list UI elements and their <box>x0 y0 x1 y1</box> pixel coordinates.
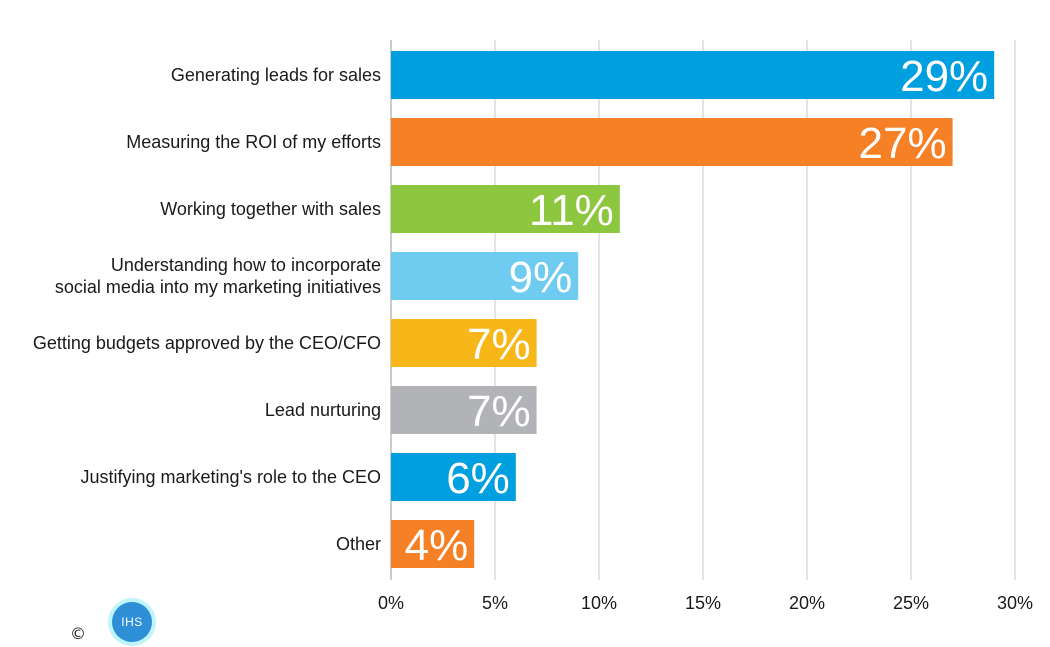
bar <box>391 185 620 233</box>
x-tick-label: 5% <box>482 593 508 613</box>
value-label: 7% <box>467 320 531 369</box>
value-label: 9% <box>509 253 573 302</box>
value-label: 29% <box>900 52 988 101</box>
bar <box>391 118 953 166</box>
bar <box>391 453 516 501</box>
category-label: Working together with sales <box>160 199 381 219</box>
x-tick-label: 0% <box>378 593 404 613</box>
bar <box>391 51 995 99</box>
category-label: social media into my marketing initiativ… <box>55 277 381 297</box>
value-labels: 29% 27% 11% 9% 7% 7% 6% 4% <box>405 52 989 570</box>
x-tick-label: 25% <box>893 593 929 613</box>
category-label: Other <box>336 534 381 554</box>
category-label: Measuring the ROI of my efforts <box>126 132 381 152</box>
category-label: Understanding how to incorporate <box>111 255 381 275</box>
bar <box>391 252 579 300</box>
category-labels: Generating leads for sales Measuring the … <box>33 65 381 554</box>
bar <box>391 386 537 434</box>
bar <box>391 319 537 367</box>
value-label: 4% <box>405 521 469 570</box>
value-label: 7% <box>467 387 531 436</box>
x-tick-label: 10% <box>581 593 617 613</box>
category-label: Generating leads for sales <box>171 65 381 85</box>
ihs-logo: IHS <box>112 602 152 642</box>
x-tick-label: 20% <box>789 593 825 613</box>
bars <box>391 51 995 568</box>
category-label: Justifying marketing's role to the CEO <box>80 467 381 487</box>
category-label: Lead nurturing <box>265 400 381 420</box>
copyright-symbol: © <box>70 624 86 643</box>
x-axis-ticks: 0% 5% 10% 15% 20% 25% 30% <box>378 593 1033 613</box>
bar <box>391 520 475 568</box>
value-label: 11% <box>529 186 614 235</box>
x-tick-label: 30% <box>997 593 1033 613</box>
x-tick-label: 15% <box>685 593 721 613</box>
value-label: 6% <box>446 454 510 503</box>
value-label: 27% <box>859 119 947 168</box>
category-label: Getting budgets approved by the CEO/CFO <box>33 333 381 353</box>
